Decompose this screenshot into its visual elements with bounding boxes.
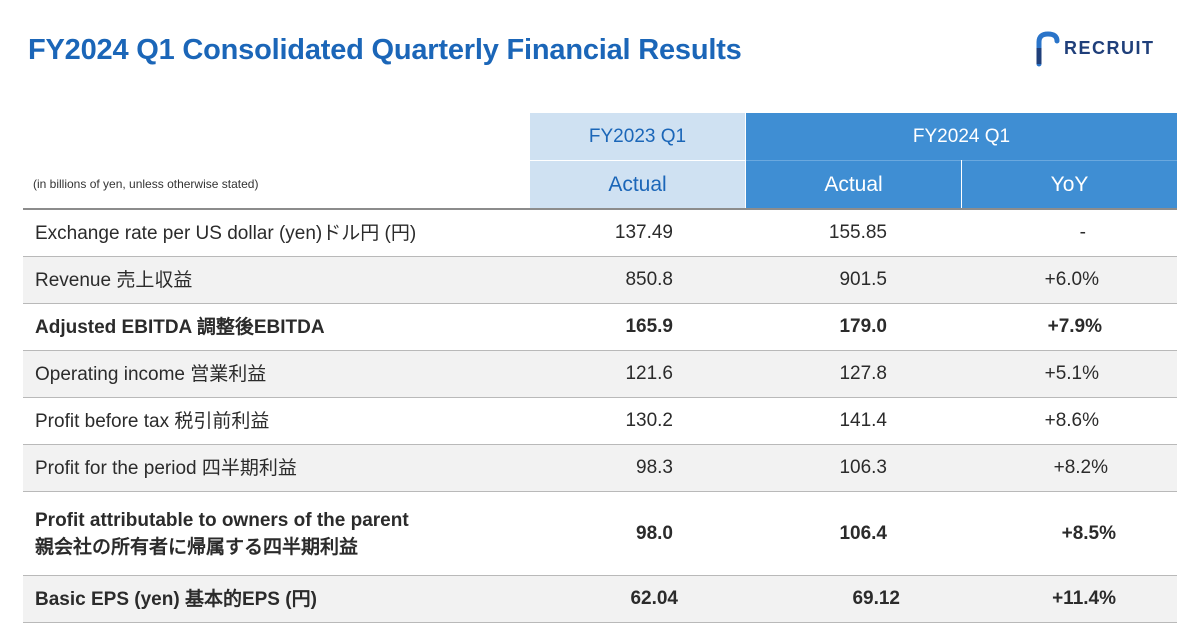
value-fy2024: 141.4: [839, 410, 887, 431]
header-fy2023: FY2023 Q1: [530, 113, 745, 160]
value-fy2023: 137.49: [614, 222, 673, 243]
header-fy2024: FY2024 Q1: [746, 113, 1177, 160]
row-label-en: Profit attributable to owners of the par…: [35, 509, 409, 531]
table-row: Revenue 売上収益 850.8 901.5 +6.0%: [23, 257, 1177, 304]
header-row-columns: (in billions of yen, unless otherwise st…: [23, 160, 1177, 209]
value-yoy: +11.4%: [1052, 588, 1116, 609]
row-label: Profit attributable to owners of the par…: [35, 492, 409, 575]
results-table: FY2023 Q1 FY2024 Q1 (in billions of yen,…: [23, 113, 1177, 623]
recruit-logo-icon: [1036, 31, 1060, 67]
value-yoy: +5.1%: [1044, 363, 1099, 384]
value-fy2023: 121.6: [625, 363, 673, 384]
recruit-logo: RECRUIT: [1030, 28, 1178, 68]
logo-text: RECRUIT: [1064, 38, 1155, 58]
page-title: FY2024 Q1 Consolidated Quarterly Financi…: [28, 34, 742, 66]
header-actual-2024: Actual: [746, 160, 961, 209]
table-row: Operating income 営業利益 121.6 127.8 +5.1%: [23, 351, 1177, 398]
row-label: Revenue 売上収益: [35, 269, 193, 291]
value-fy2023: 98.0: [636, 522, 673, 544]
value-yoy: +7.9%: [1047, 316, 1102, 337]
value-fy2024: 106.4: [839, 522, 887, 544]
table-row: Profit attributable to owners of the par…: [23, 492, 1177, 576]
units-note: (in billions of yen, unless otherwise st…: [33, 177, 259, 191]
value-fy2024: 179.0: [839, 316, 887, 337]
row-label-ja: 親会社の所有者に帰属する四半期利益: [35, 536, 359, 558]
value-yoy: +8.2%: [1053, 457, 1108, 478]
header-row-periods: FY2023 Q1 FY2024 Q1: [23, 113, 1177, 160]
table-row: Profit for the period 四半期利益 98.3 106.3 +…: [23, 445, 1177, 492]
row-label: Basic EPS (yen) 基本的EPS (円): [35, 588, 317, 610]
value-fy2024: 69.12: [852, 588, 900, 609]
value-fy2024: 155.85: [828, 222, 887, 243]
table-row: Basic EPS (yen) 基本的EPS (円) 62.04 69.12 +…: [23, 576, 1177, 623]
value-yoy: +6.0%: [1044, 269, 1099, 290]
value-yoy: +8.6%: [1044, 410, 1099, 431]
value-fy2024: 106.3: [839, 457, 887, 478]
row-label: Exchange rate per US dollar (yen)ドル円 (円): [35, 222, 417, 244]
row-label: Profit for the period 四半期利益: [35, 457, 297, 479]
table-row: Adjusted EBITDA 調整後EBITDA 165.9 179.0 +7…: [23, 304, 1177, 351]
value-fy2023: 165.9: [625, 316, 673, 337]
value-fy2024: 901.5: [839, 269, 887, 290]
value-yoy: -: [1079, 222, 1086, 243]
value-fy2023: 62.04: [630, 588, 678, 609]
header-actual-2023: Actual: [530, 160, 745, 209]
row-label: Operating income 営業利益: [35, 363, 267, 385]
row-label: Adjusted EBITDA 調整後EBITDA: [35, 316, 325, 338]
table-row: Exchange rate per US dollar (yen)ドル円 (円)…: [23, 208, 1177, 257]
row-label: Profit before tax 税引前利益: [35, 410, 270, 432]
value-fy2023: 130.2: [625, 410, 673, 431]
table-row: Profit before tax 税引前利益 130.2 141.4 +8.6…: [23, 398, 1177, 445]
value-fy2023: 850.8: [625, 269, 673, 290]
value-fy2023: 98.3: [636, 457, 673, 478]
value-fy2024: 127.8: [839, 363, 887, 384]
header-yoy: YoY: [962, 160, 1177, 209]
value-yoy: +8.5%: [1061, 522, 1116, 544]
